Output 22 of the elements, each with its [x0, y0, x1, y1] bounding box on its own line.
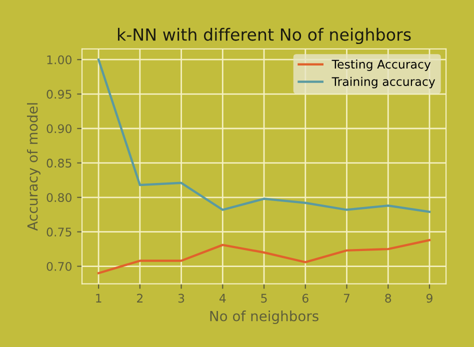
x-tick-label: 8 — [385, 294, 392, 303]
x-tick-label: 5 — [261, 294, 267, 303]
x-tick-label: 3 — [178, 294, 184, 303]
x-tick-label: 9 — [426, 294, 432, 303]
y-tick-label: 0.75 — [46, 228, 72, 236]
legend-label: Testing Accuracy — [332, 60, 431, 71]
y-tick-label: 0.80 — [46, 193, 72, 202]
x-tick-label: 2 — [137, 294, 142, 303]
y-tick-label: 0.85 — [46, 158, 72, 168]
x-axis-title: No of neighbors — [210, 310, 318, 324]
y-tick-label: 0.70 — [46, 262, 72, 271]
chart-title: k-NN with different No of neighbors — [118, 28, 411, 44]
x-tick-label: 4 — [219, 294, 226, 303]
line-series — [97, 238, 431, 274]
y-tick-label: 0.90 — [46, 124, 72, 134]
x-tick-label: 7 — [344, 294, 350, 303]
x-tick-label: 6 — [302, 294, 308, 303]
y-axis-title: Accuracy of model — [26, 103, 40, 231]
y-tick-label: 1.00 — [47, 55, 72, 64]
x-tick-label: 1 — [96, 294, 102, 303]
y-tick-label: 0.95 — [46, 90, 72, 99]
legend-label: Training accuracy — [332, 76, 436, 88]
